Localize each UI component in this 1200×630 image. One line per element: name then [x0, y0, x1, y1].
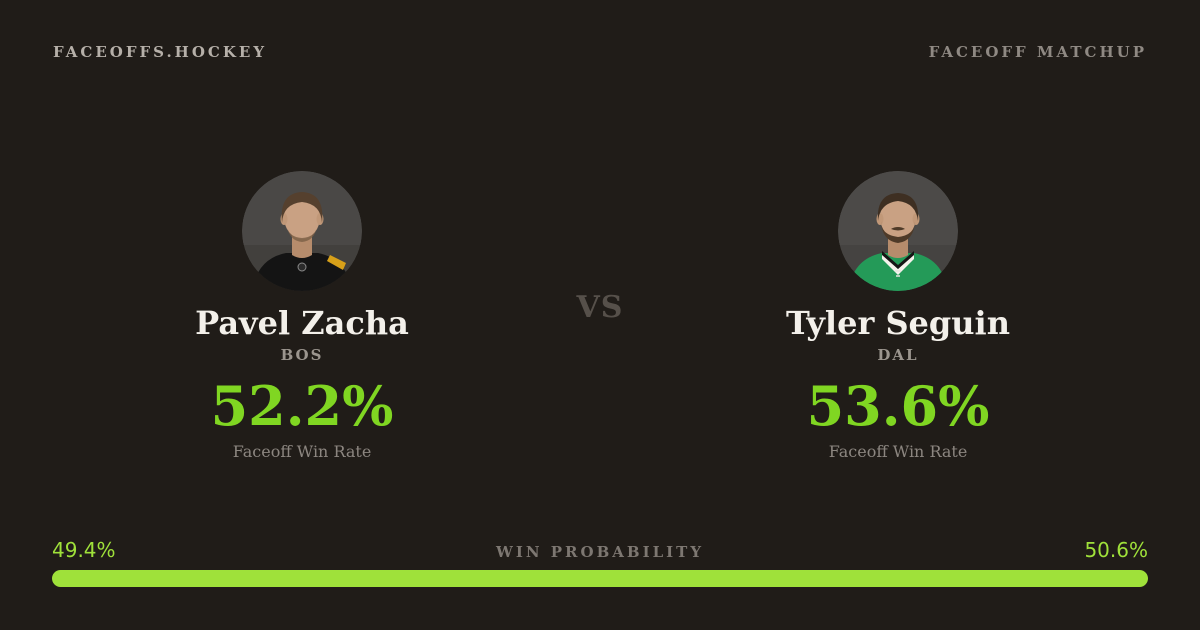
faceoff-win-rate-left: 52.2%	[210, 374, 394, 438]
player-team-right: DAL	[877, 346, 919, 364]
faceoff-win-rate-label-left: Faceoff Win Rate	[232, 442, 372, 461]
faceoff-win-rate-label-right: Faceoff Win Rate	[828, 442, 968, 461]
win-probability-title: WIN PROBABILITY	[495, 543, 705, 561]
win-probability-section: 49.4% WIN PROBABILITY 50.6%	[52, 539, 1148, 587]
faceoff-win-rate-right: 53.6%	[806, 374, 990, 438]
header: FACEOFFS.HOCKEY FACEOFF MATCHUP	[53, 43, 1147, 61]
vs-label: VS	[576, 290, 624, 325]
player-card-right: Tyler Seguin DAL 53.6% Faceoff Win Rate	[738, 171, 1058, 461]
player-avatar-left	[242, 171, 362, 291]
win-probability-right-value: 50.6%	[1084, 538, 1148, 562]
probability-bar-left	[52, 570, 594, 587]
player-avatar-right	[838, 171, 958, 291]
player-photo-left-illustration	[242, 171, 362, 291]
page-title: FACEOFF MATCHUP	[928, 43, 1147, 61]
win-probability-left-value: 49.4%	[52, 538, 116, 562]
brand-logo-text: FACEOFFS.HOCKEY	[53, 43, 268, 61]
win-probability-labels: 49.4% WIN PROBABILITY 50.6%	[52, 539, 1148, 561]
player-photo-right-illustration	[838, 171, 958, 291]
player-name-left: Pavel Zacha	[195, 304, 409, 342]
player-team-left: BOS	[280, 346, 324, 364]
player-card-left: Pavel Zacha BOS 52.2% Faceoff Win Rate	[142, 171, 462, 461]
player-name-right: Tyler Seguin	[786, 304, 1010, 342]
probability-bar	[52, 570, 1148, 587]
probability-bar-right	[593, 570, 1148, 587]
